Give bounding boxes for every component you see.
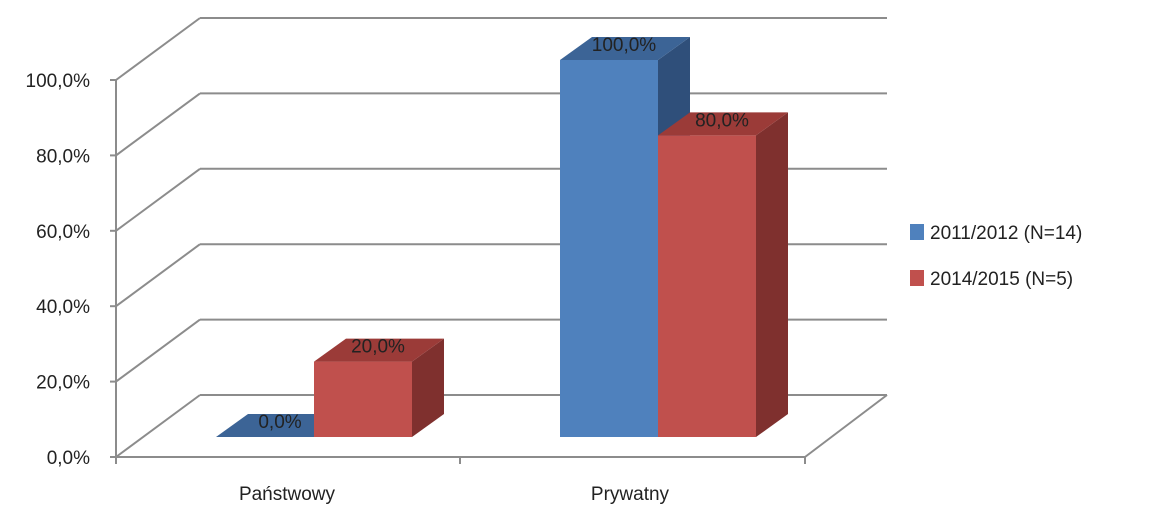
bar-top — [560, 37, 690, 60]
x-category-label: Państwowy — [239, 484, 336, 505]
bar-side — [412, 338, 444, 437]
gridline-side — [115, 243, 201, 308]
x-category-label: Prywatny — [591, 484, 670, 505]
bar — [216, 414, 346, 437]
y-tick-label: 100,0% — [26, 71, 91, 92]
bar-side — [756, 112, 788, 438]
gridline-side — [115, 17, 201, 81]
bar — [314, 338, 444, 437]
legend-label: 2011/2012 (N=14) — [930, 223, 1082, 244]
legend-label: 2014/2015 (N=5) — [930, 269, 1073, 290]
y-tick-label: 60,0% — [36, 222, 90, 243]
bar-front — [560, 60, 658, 437]
bar-front — [314, 361, 412, 437]
bar-top — [658, 112, 788, 136]
y-tick-label: 80,0% — [36, 146, 90, 167]
data-labels: 0,0% 20,0% 40,0% 60,0% 80,0% 100,0% 0,0% 20,0% P… — [26, 35, 749, 505]
axes — [110, 79, 888, 464]
bars — [216, 37, 788, 438]
data-label: 0,0% — [258, 412, 301, 433]
gridline-side — [115, 167, 201, 232]
gridline-side — [115, 318, 201, 383]
gridline-side — [115, 92, 201, 157]
bar-front — [658, 135, 756, 437]
floor-right-edge — [804, 394, 888, 458]
y-tick-label: 0,0% — [47, 448, 90, 469]
gridline-side — [115, 394, 201, 458]
bar — [658, 112, 788, 438]
legend: 2011/2012 (N=14) 2014/2015 (N=5) — [910, 223, 1082, 290]
data-label: 80,0% — [695, 110, 749, 131]
legend-swatch — [910, 270, 924, 286]
y-tick-label: 40,0% — [36, 297, 90, 318]
bar-top — [216, 414, 346, 437]
bar-top — [314, 338, 444, 362]
y-tick-label: 20,0% — [36, 373, 90, 394]
data-label: 100,0% — [592, 35, 657, 56]
data-label: 20,0% — [351, 337, 405, 358]
legend-swatch — [910, 224, 924, 240]
